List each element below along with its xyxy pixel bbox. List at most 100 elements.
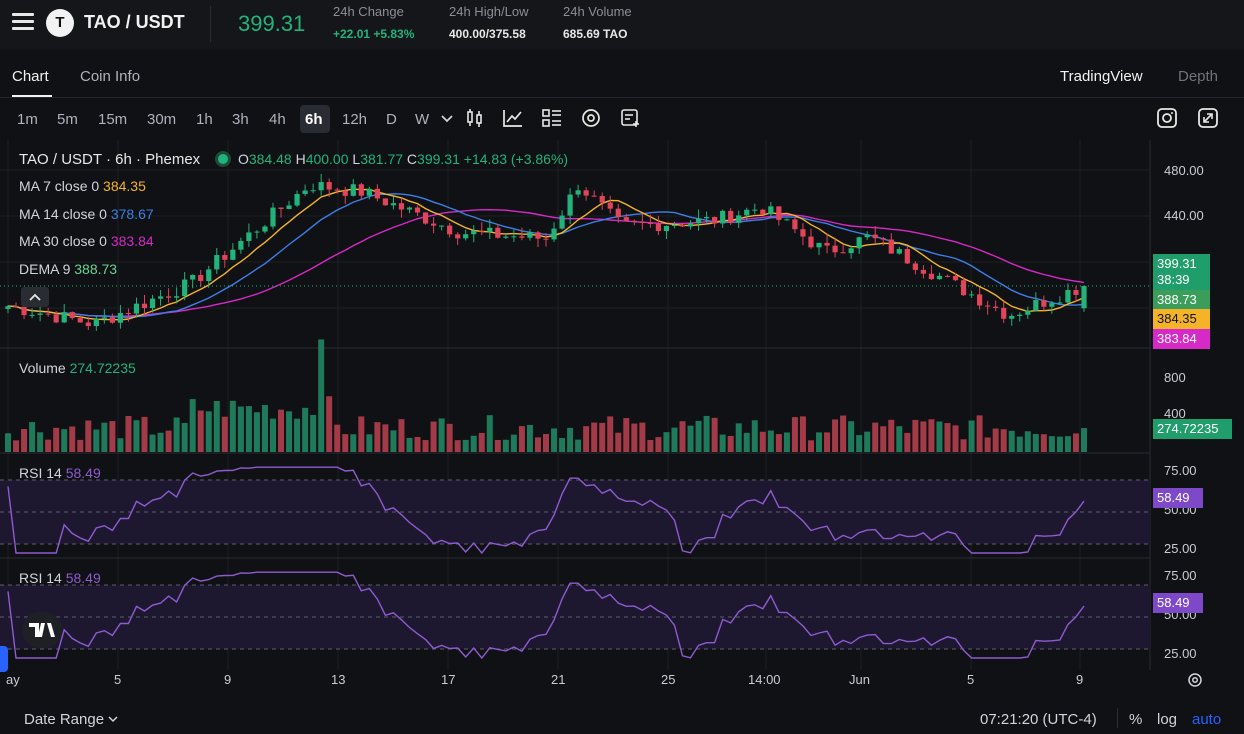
candle-body xyxy=(366,188,372,196)
tab-chart[interactable]: Chart xyxy=(12,68,49,85)
ohlc-close-label: C xyxy=(406,151,418,167)
menu-icon[interactable] xyxy=(12,13,34,31)
candle-body xyxy=(575,190,581,195)
timeframe-5m[interactable]: 5m xyxy=(57,111,78,128)
candle-body xyxy=(270,207,276,227)
volume-bar xyxy=(29,422,36,452)
collapse-legend-button[interactable] xyxy=(21,287,49,307)
candle-body xyxy=(607,202,613,209)
legend-ma30[interactable]: MA 30 close 0 383.84 xyxy=(19,233,154,249)
legend-dema[interactable]: DEMA 9 388.73 xyxy=(19,261,117,277)
candle-body xyxy=(422,212,429,224)
rsi1-line xyxy=(7,466,1085,555)
candle-body xyxy=(278,207,284,209)
candle-body xyxy=(551,228,557,240)
volume-bar xyxy=(767,430,774,452)
volume-bar xyxy=(157,432,164,452)
candle-body xyxy=(872,234,878,239)
candle-body xyxy=(206,269,212,281)
candle-body xyxy=(800,229,806,237)
volume-bar xyxy=(189,399,196,452)
rsi2-line xyxy=(7,571,1085,660)
legend-volume[interactable]: Volume 274.72235 xyxy=(19,360,136,376)
tab-depth[interactable]: Depth xyxy=(1178,68,1219,85)
tradingview-icon xyxy=(29,623,55,637)
candle-body xyxy=(190,274,196,280)
legend-rsi-2[interactable]: RSI 14 58.49 xyxy=(19,570,101,586)
candle-body xyxy=(326,182,332,190)
volume-bar xyxy=(663,432,670,452)
volume-bar xyxy=(976,415,983,452)
camera-icon[interactable] xyxy=(1155,106,1179,130)
timeframe-12h[interactable]: 12h xyxy=(342,111,368,128)
volume-bar xyxy=(944,423,951,452)
candle-body xyxy=(198,274,204,281)
candle-body xyxy=(133,303,140,314)
candle-body xyxy=(1065,290,1071,303)
timeframe-1m[interactable]: 1m xyxy=(17,111,38,128)
tradingview-logo[interactable] xyxy=(22,612,62,648)
templates-icon[interactable] xyxy=(540,106,564,130)
volume-bar xyxy=(1016,436,1023,452)
candle-body xyxy=(342,190,348,196)
timeframe-d[interactable]: D xyxy=(386,111,397,128)
rsi1-tick: 75.00 xyxy=(1164,463,1197,478)
chevron-down-icon[interactable] xyxy=(440,112,454,126)
timeframe-3h[interactable]: 3h xyxy=(232,111,249,128)
timeframe-30m[interactable]: 30m xyxy=(147,111,177,128)
legend-ma14[interactable]: MA 14 close 0 378.67 xyxy=(19,206,154,222)
date-range-button[interactable]: Date Range xyxy=(24,711,118,728)
volume-bar xyxy=(912,419,919,452)
candle-body xyxy=(936,275,943,280)
volume-bar xyxy=(840,415,847,452)
clock[interactable]: 07:21:20 (UTC-4) xyxy=(980,711,1097,728)
timeframe-1h[interactable]: 1h xyxy=(196,111,213,128)
candle-body xyxy=(350,184,356,196)
tab-row xyxy=(0,56,1244,98)
volume-bar xyxy=(872,422,879,452)
pair-title[interactable]: TAO / USDT xyxy=(84,12,185,32)
fullscreen-icon[interactable] xyxy=(1196,106,1220,130)
legend-rsi-1[interactable]: RSI 14 58.49 xyxy=(19,465,101,481)
add-note-icon[interactable] xyxy=(618,106,642,130)
volume-bar xyxy=(711,417,718,452)
candle-body xyxy=(254,231,260,233)
volume-bar xyxy=(928,419,935,452)
volume-bar xyxy=(261,405,268,452)
volume-bar xyxy=(141,416,148,452)
candle-body xyxy=(1073,290,1079,295)
side-panel-toggle[interactable] xyxy=(0,646,8,672)
timeframe-6h[interactable]: 6h xyxy=(305,111,323,128)
volume-bar xyxy=(631,423,638,452)
candle-body xyxy=(687,223,694,227)
legend-ma7[interactable]: MA 7 close 0 384.35 xyxy=(19,178,146,194)
candle-body xyxy=(455,234,461,239)
ma14-label: MA 14 close 0 xyxy=(19,206,107,222)
volume-bar xyxy=(783,432,790,452)
candle-body xyxy=(165,296,172,298)
percent-toggle[interactable]: % xyxy=(1129,711,1143,728)
volume-bar xyxy=(743,432,750,452)
ma7-label: MA 7 close 0 xyxy=(19,178,100,194)
change-value: +22.01 +5.83% xyxy=(333,27,415,41)
candle-body xyxy=(623,217,629,221)
chart-canvas[interactable] xyxy=(0,140,1244,700)
timeframe-4h[interactable]: 4h xyxy=(269,111,286,128)
ma14-line xyxy=(7,193,1085,319)
tab-coin-info[interactable]: Coin Info xyxy=(80,68,141,85)
log-toggle[interactable]: log xyxy=(1157,711,1178,728)
settings-icon[interactable] xyxy=(579,106,603,130)
timeframe-w[interactable]: W xyxy=(415,111,430,128)
indicators-icon[interactable] xyxy=(501,106,525,130)
ma30-label: MA 30 close 0 xyxy=(19,233,107,249)
volume-bar xyxy=(888,419,895,452)
change-label: 24h Change xyxy=(333,4,404,19)
candle-body xyxy=(29,314,35,316)
axis-settings-icon[interactable] xyxy=(1186,671,1204,689)
tab-tradingview[interactable]: TradingView xyxy=(1060,68,1143,85)
timeframe-15m[interactable]: 15m xyxy=(98,111,128,128)
candlestick-icon[interactable] xyxy=(463,106,487,130)
auto-toggle[interactable]: auto xyxy=(1192,711,1222,728)
ma7-line xyxy=(7,188,1085,321)
volume-bar xyxy=(856,435,863,452)
